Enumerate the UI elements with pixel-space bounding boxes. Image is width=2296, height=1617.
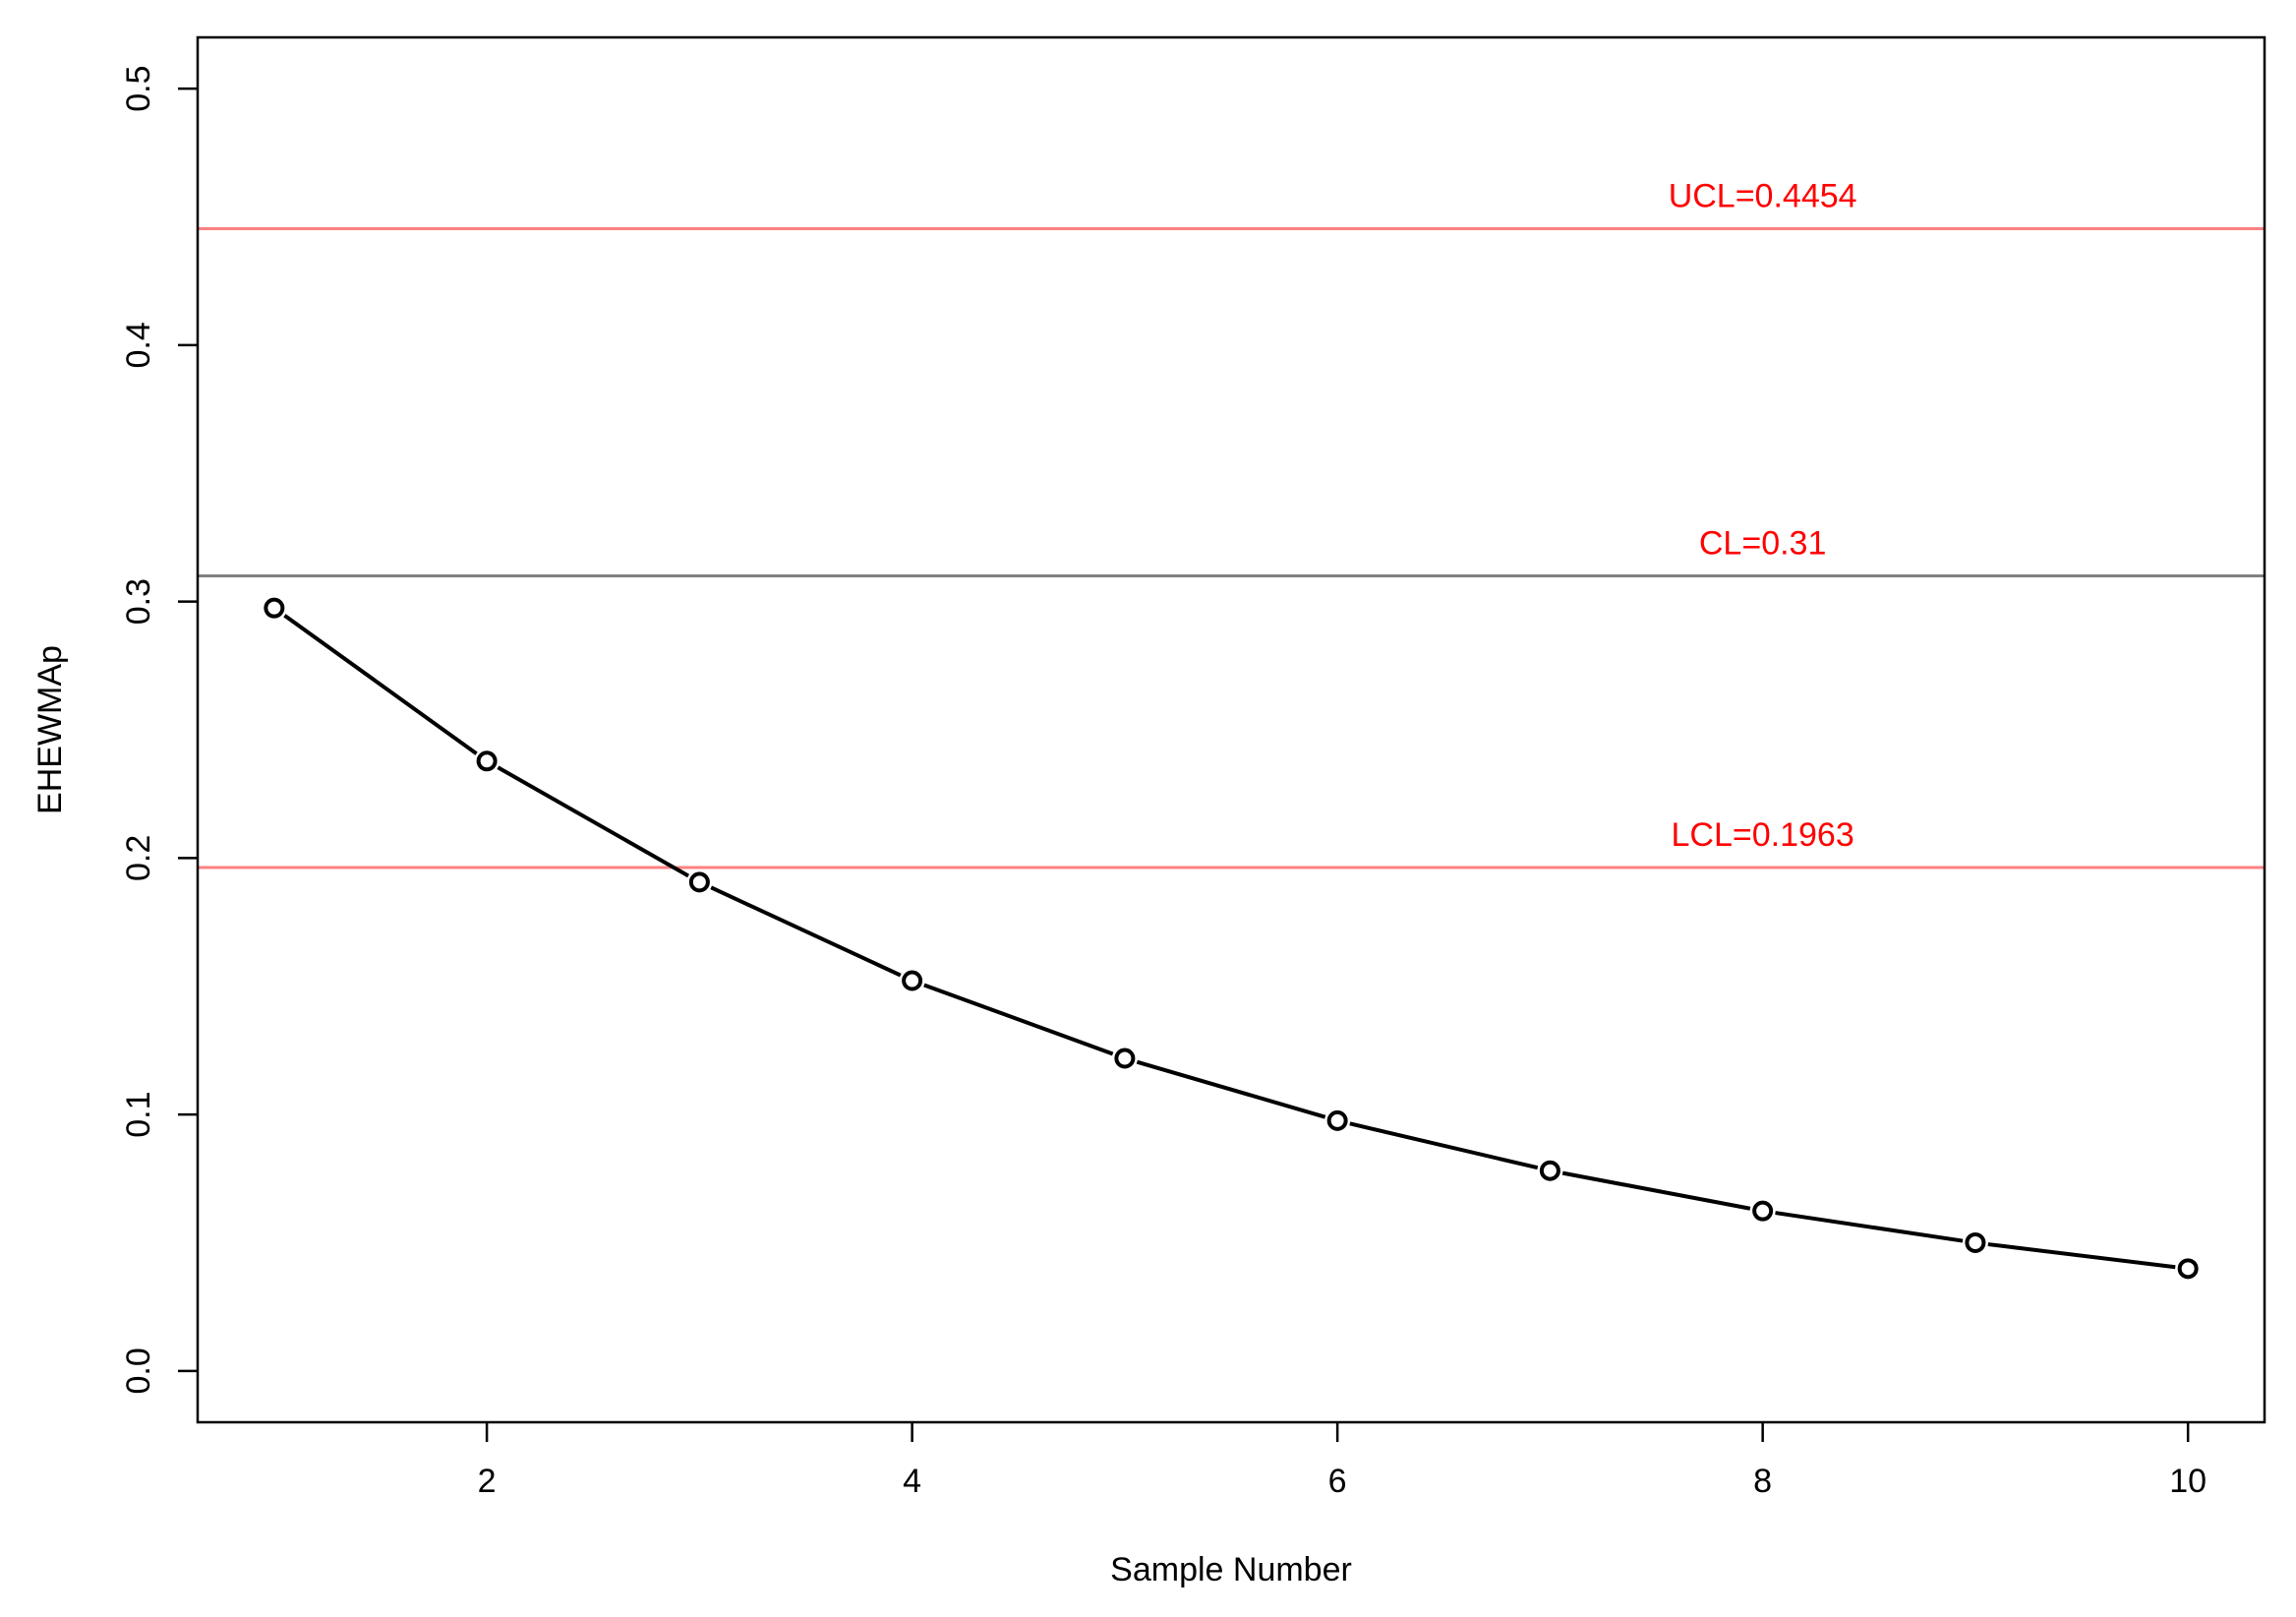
data-point [1326,1109,1348,1131]
x-tick-label: 10 [2169,1463,2207,1500]
data-point [2177,1258,2199,1280]
data-point [1965,1231,1986,1253]
lcl-label: LCL=0.1963 [1672,816,1854,854]
series-segment [1987,1242,2176,1270]
series-segment [923,983,1114,1056]
x-tick-label: 6 [1328,1463,1347,1500]
plot-layer: UCL=0.4454 CL=0.31 LCL=0.1963 [198,178,2265,1280]
plot-frame [196,35,2267,1424]
data-point [476,750,498,772]
series-segment [1775,1211,1964,1243]
y-tick-label: 0.1 [120,1091,157,1137]
data-point [1114,1048,1136,1069]
y-tick-label: 0.4 [120,322,157,368]
cl-label: CL=0.31 [1699,525,1827,563]
y-axis-title: EHEWMAp [31,645,69,814]
series-segment [710,885,902,978]
series-segment [497,765,690,878]
y-tick-label: 0.2 [120,835,157,881]
data-point [1539,1160,1560,1181]
data-point [902,970,923,991]
x-tick-label: 2 [478,1463,497,1500]
y-tick-label: 0.0 [120,1348,157,1394]
data-point [688,871,710,893]
data-point [264,597,285,619]
series-segment [1136,1059,1326,1119]
x-tick-label: 8 [1753,1463,1772,1500]
series-segment [283,614,478,755]
axes-layer: 2 4 6 8 10 0.0 0.1 0.2 0.3 0.4 0.5 [120,66,2207,1500]
series-segment [1561,1170,1751,1211]
x-tick-label: 4 [903,1463,921,1500]
x-axis-title: Sample Number [1110,1551,1352,1588]
series-segment [1349,1121,1539,1170]
ucl-label: UCL=0.4454 [1669,178,1857,215]
y-tick-label: 0.5 [120,66,157,112]
y-tick-label: 0.3 [120,578,157,625]
data-point [1752,1200,1774,1222]
